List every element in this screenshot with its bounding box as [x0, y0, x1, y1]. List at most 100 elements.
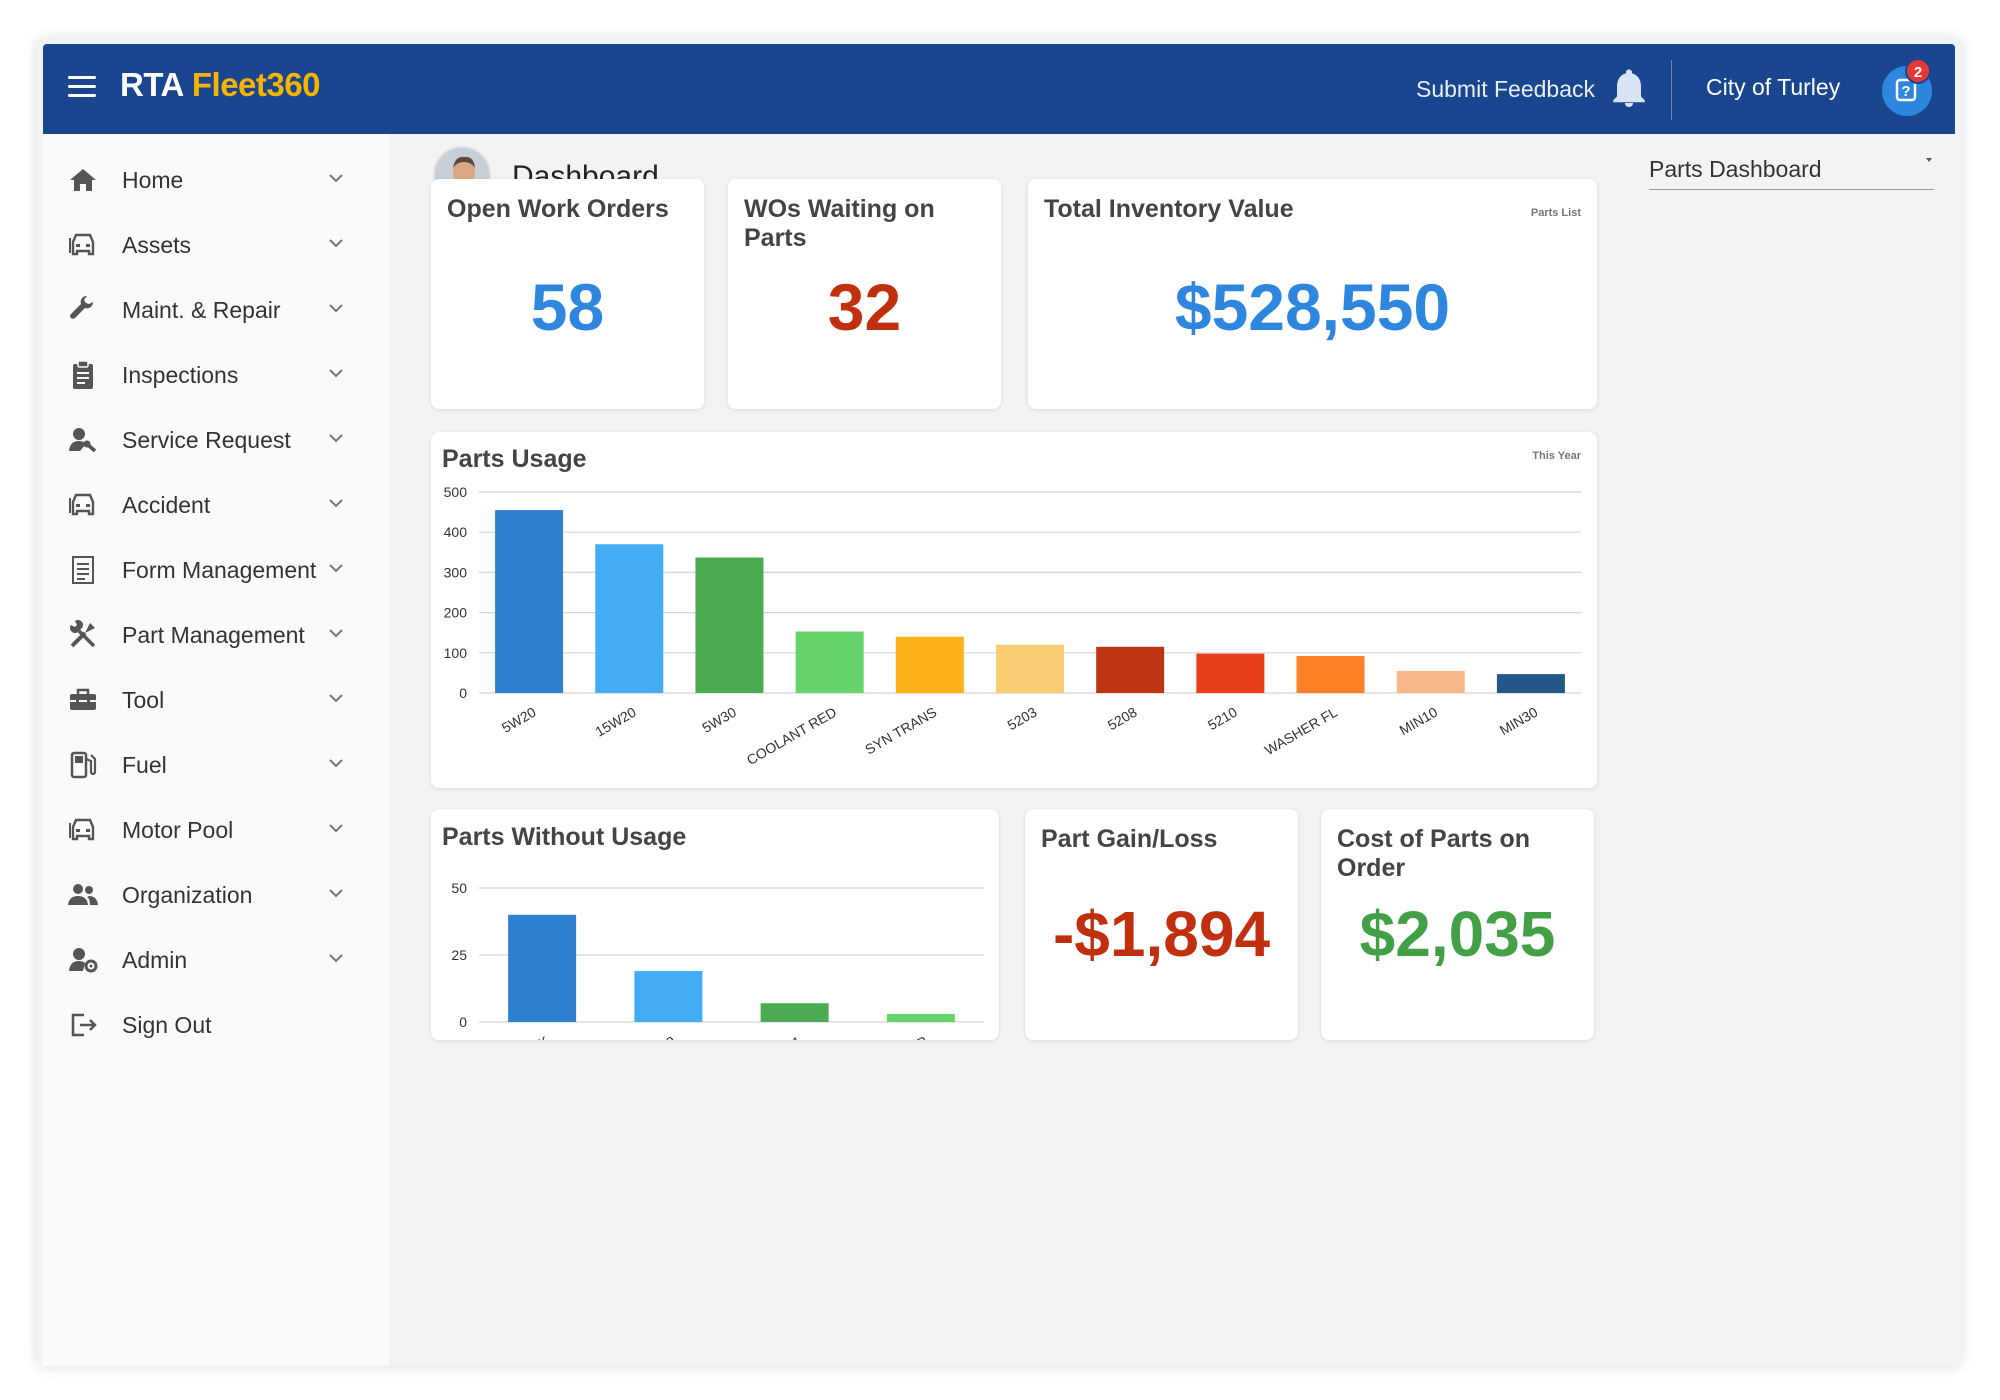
bar-5208[interactable] [1096, 646, 1165, 693]
y-tick-label: 300 [444, 564, 468, 580]
sidebar-item-label: Part Management [122, 622, 305, 648]
bar-5203[interactable] [996, 644, 1064, 693]
x-tick-label: 5341 [769, 1033, 804, 1040]
bar-wiper[interactable] [886, 1013, 955, 1022]
card-title: WOs Waiting on Parts [744, 195, 935, 252]
sidebar-item-motor-pool[interactable]: Motor Pool [43, 800, 389, 860]
sidebar-item-label: Service Request [122, 427, 291, 453]
sidebar-item-label: Home [122, 167, 184, 193]
sidebar-item-label: Fuel [122, 752, 167, 778]
dashboard-select[interactable]: Parts Dashboard [1649, 150, 1934, 190]
sidebar-item-label: Motor Pool [122, 817, 234, 843]
sidebar-item-inspections[interactable]: Inspections [43, 345, 389, 405]
bar-min30[interactable] [1496, 674, 1565, 693]
x-tick-label: WIPER [883, 1033, 931, 1040]
dropdown-arrow-icon [1926, 158, 1932, 162]
y-tick-label: 0 [459, 1014, 467, 1030]
chevron-down-icon[interactable] [328, 692, 344, 704]
card-parts-usage: Parts Usage This Year 0 100 200 300 400 500 5W… [431, 432, 1597, 788]
card-open-work-orders[interactable]: Open Work Orders 58 [431, 179, 704, 409]
gain-loss-value: -$1,894 [1052, 898, 1271, 970]
car-icon [69, 493, 95, 516]
chevron-down-icon[interactable] [328, 952, 344, 964]
card-title: Total Inventory Value [1044, 195, 1294, 223]
sidebar-item-service-request[interactable]: Service Request [43, 410, 389, 470]
x-tick-label: SYN TRANS [862, 704, 939, 758]
sidebar-item-assets[interactable]: Assets [43, 215, 389, 275]
chevron-down-icon[interactable] [328, 432, 344, 444]
chevron-down-icon[interactable] [328, 562, 344, 574]
card-title: Cost of Parts on Order [1337, 825, 1531, 882]
bar-washer-fl[interactable] [1296, 656, 1365, 693]
wrench-icon [70, 295, 94, 319]
chevron-down-icon[interactable] [328, 887, 344, 899]
people-icon [68, 884, 98, 905]
bar-5w20[interactable] [495, 510, 564, 693]
sidebar-item-maint-repair[interactable]: Maint. & Repair [43, 280, 389, 340]
period-label[interactable]: This Year [1532, 450, 1581, 462]
sidebar-item-label: Tool [122, 687, 165, 713]
top-bar-divider [1671, 60, 1672, 120]
sidebar-item-label: Assets [122, 232, 192, 258]
sidebar-item-fuel[interactable]: Fuel [43, 735, 389, 795]
notification-badge: 2 [1905, 58, 1931, 84]
menu-icon[interactable] [68, 76, 96, 98]
sidebar-item-sign-out[interactable]: Sign Out [43, 995, 389, 1055]
x-tick-label: 5208 [1105, 704, 1140, 734]
app-frame: RTA Fleet360 Submit Feedback City of Turl… [36, 36, 1962, 1366]
bar-syn-trans[interactable] [895, 636, 964, 693]
card-parts-on-order[interactable]: Cost of Parts on Order $2,035 [1321, 809, 1594, 1040]
card-part-gain-loss[interactable]: Part Gain/Loss -$1,894 [1025, 809, 1298, 1040]
chevron-down-icon[interactable] [328, 367, 344, 379]
bar-5210[interactable] [1196, 653, 1265, 693]
brand-fleet360: Fleet360 [191, 66, 321, 103]
user-wrench-icon [69, 428, 97, 453]
bar-coolant-red[interactable] [795, 631, 864, 693]
sidebar: Home Assets Maint. & Repair Inspections Serv… [43, 134, 389, 1366]
sidebar-item-label: Inspections [122, 362, 239, 388]
bell-icon[interactable] [1611, 69, 1647, 109]
chevron-down-icon[interactable] [328, 497, 344, 509]
y-tick-label: 400 [444, 524, 468, 540]
chevron-down-icon[interactable] [328, 172, 344, 184]
bar-min10[interactable] [1396, 670, 1465, 693]
app-logo[interactable]: RTA Fleet360 [120, 66, 320, 104]
x-tick-label: 15W20 [592, 704, 639, 740]
x-tick-label: MIN30 [1497, 704, 1541, 739]
sidebar-item-label: Maint. & Repair [122, 297, 281, 323]
sidebar-item-admin[interactable]: Admin [43, 930, 389, 990]
chevron-down-icon[interactable] [328, 627, 344, 639]
parts-list-link[interactable]: Parts List [1530, 207, 1581, 219]
x-tick-label: SPARK [503, 1032, 552, 1040]
sidebar-item-label: Organization [122, 882, 253, 908]
submit-feedback-link[interactable]: Submit Feedback [1416, 76, 1595, 102]
card-wos-waiting[interactable]: WOs Waiting on Parts 32 [728, 179, 1001, 409]
clipboard-icon [73, 360, 93, 389]
card-total-inventory: Total Inventory Value Parts List $528,55… [1028, 179, 1597, 409]
sidebar-item-part-management[interactable]: Part Management [43, 605, 389, 665]
car-icon [69, 233, 95, 256]
bar-5w30[interactable] [695, 557, 764, 693]
dashboard-select-value: Parts Dashboard [1649, 156, 1822, 182]
card-title: Open Work Orders [447, 195, 669, 223]
org-selector[interactable]: City of Turley [1706, 74, 1841, 100]
sidebar-item-form-management[interactable]: Form Management [43, 540, 389, 600]
sidebar-item-label: Admin [122, 947, 188, 973]
sidebar-item-home[interactable]: Home [43, 150, 389, 210]
fuel-icon [70, 751, 97, 779]
sidebar-item-tool[interactable]: Tool [43, 670, 389, 730]
chevron-down-icon[interactable] [328, 237, 344, 249]
sidebar-item-accident[interactable]: Accident [43, 475, 389, 535]
user-gear-icon [69, 948, 98, 973]
chevron-down-icon[interactable] [328, 822, 344, 834]
sidebar-item-organization[interactable]: Organization [43, 865, 389, 925]
bar-15w20[interactable] [595, 544, 664, 693]
x-tick-label: COOLANT RED [744, 704, 839, 768]
bar-spark[interactable] [508, 914, 577, 1022]
y-tick-label: 50 [451, 880, 467, 896]
bar-5341[interactable] [760, 1003, 829, 1022]
bar-5340[interactable] [634, 971, 703, 1022]
chevron-down-icon[interactable] [328, 302, 344, 314]
chevron-down-icon[interactable] [328, 757, 344, 769]
car-icon [69, 818, 95, 841]
